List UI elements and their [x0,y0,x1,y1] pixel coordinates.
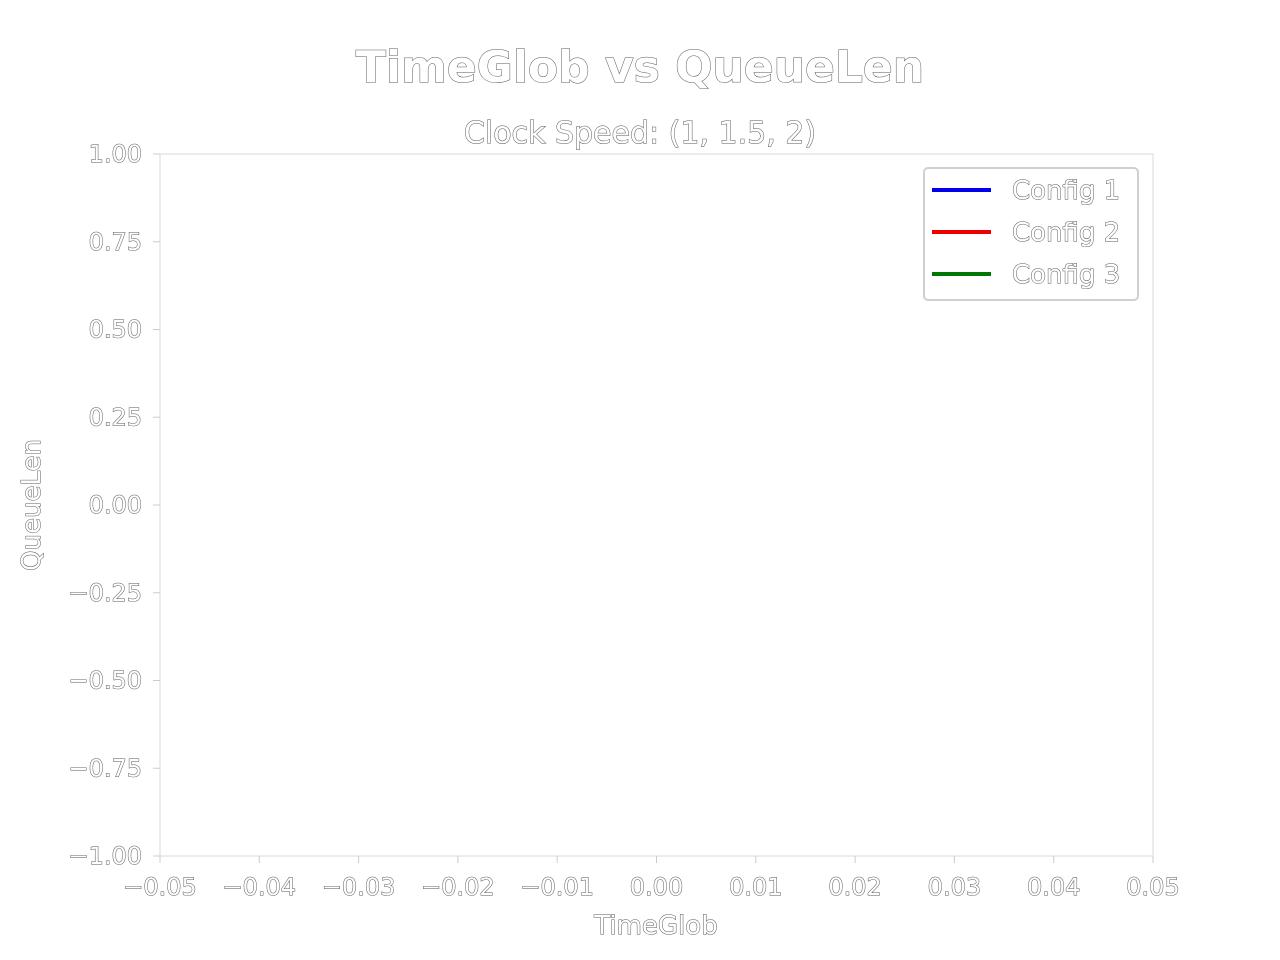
y-tick-label: −0.25 [68,579,142,607]
legend-label-3: Config 3 [1012,260,1120,290]
x-tick-label: −0.04 [223,873,297,901]
x-tick-label: 0.01 [729,873,782,901]
x-axis: −0.05 −0.04 −0.03 −0.02 −0.01 0.00 0.01 0.02 0.0… [123,856,1180,902]
chart-title: TimeGlob vs QueueLen [356,42,924,93]
x-tick-label: 0.03 [928,873,981,901]
x-tick-label: −0.05 [123,873,197,901]
y-tick-label: −1.00 [68,842,142,870]
x-tick-label: 0.05 [1126,873,1179,901]
x-tick-label: 0.02 [828,873,881,901]
legend-label-1: Config 1 [1012,176,1120,206]
x-axis-label: TimeGlob [593,911,717,941]
y-tick-label: 0.50 [89,316,142,344]
y-axis-label: QueueLen [17,439,47,571]
y-axis: 1.00 0.75 0.50 0.25 0.00 −0.25 −0.50 −0.75 −1.00 [68,140,160,871]
chart-subtitle: Clock Speed: (1, 1.5, 2) [464,116,816,151]
legend-label-2: Config 2 [1012,218,1120,248]
y-tick-label: 0.25 [89,403,142,431]
x-tick-label: −0.01 [520,873,594,901]
y-tick-label: −0.50 [68,667,142,695]
x-tick-label: −0.02 [421,873,495,901]
y-tick-label: 0.00 [89,491,142,519]
y-tick-label: 1.00 [89,140,142,168]
legend: Config 1 Config 2 Config 3 [923,167,1139,301]
x-tick-label: 0.04 [1027,873,1080,901]
legend-box [923,167,1139,301]
x-tick-label: 0.00 [630,873,683,901]
y-tick-label: −0.75 [68,754,142,782]
y-tick-label: 0.75 [89,228,142,256]
x-tick-label: −0.03 [322,873,396,901]
